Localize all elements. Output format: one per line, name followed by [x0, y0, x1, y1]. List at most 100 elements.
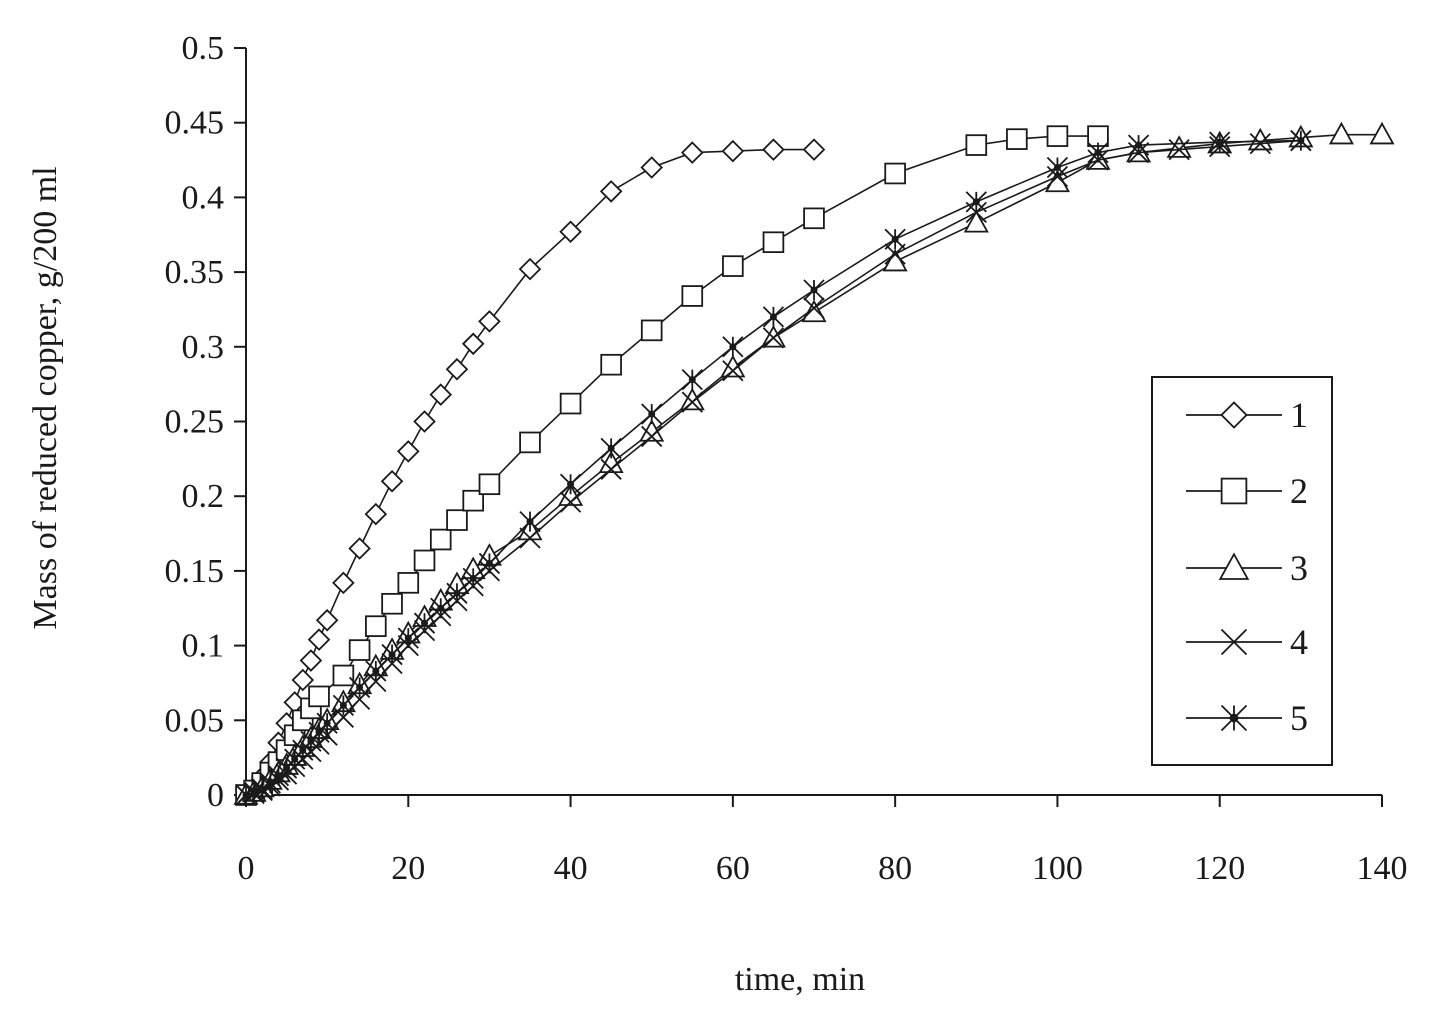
y-axis-title: Mass of reduced copper, g/200 ml [27, 166, 64, 629]
asterisk-marker [1127, 134, 1150, 156]
legend-item: 2 [1186, 471, 1308, 511]
x-marker [884, 243, 906, 265]
x-marker-stroke [332, 706, 355, 728]
x-marker [332, 706, 355, 728]
x-marker [1249, 132, 1271, 155]
x-marker [365, 670, 387, 693]
diamond-marker [1220, 401, 1248, 429]
x-tick-label: 0 [238, 850, 255, 887]
square-marker [640, 319, 663, 342]
asterisk-marker-center [485, 559, 493, 567]
asterisk-marker-center [1053, 164, 1061, 172]
square-marker [1006, 128, 1028, 150]
diamond-marker [299, 649, 323, 672]
diamond-marker [461, 332, 485, 356]
asterisk-marker [235, 784, 257, 806]
y-tick-label: 0.25 [165, 404, 225, 441]
x-marker-stroke [365, 670, 387, 693]
diamond-marker [802, 138, 826, 161]
series-2-line [245, 135, 1098, 796]
square-marker [1046, 125, 1069, 147]
x-tick-label: 20 [391, 850, 425, 887]
asterisk-marker-center [453, 589, 461, 597]
legend-label: 1 [1290, 395, 1308, 435]
square-marker [803, 207, 825, 230]
asterisk-marker [1209, 131, 1231, 153]
square-marker [681, 285, 704, 307]
legend-label: 4 [1290, 622, 1308, 662]
diamond-marker [518, 257, 542, 281]
x-marker [519, 527, 541, 549]
square-marker [478, 473, 501, 496]
asterisk-marker [722, 336, 744, 358]
asterisk-marker-center [729, 343, 737, 351]
asterisk-marker [316, 712, 338, 734]
asterisk-marker-center [810, 286, 818, 294]
asterisk-marker [413, 612, 436, 634]
diamond-marker [445, 357, 469, 381]
triangle-marker [1328, 121, 1354, 145]
x-axis-title: time, min [735, 961, 865, 998]
x-marker-stroke [316, 724, 338, 746]
square-marker [365, 615, 387, 637]
x-axis: 0 20 40 60 80 100 120 140 [238, 794, 1408, 887]
x-marker-stroke [519, 527, 541, 549]
asterisk-marker [332, 694, 355, 716]
x-marker-stroke [1220, 628, 1248, 656]
x-marker [803, 297, 825, 319]
asterisk-marker-center [1229, 713, 1239, 723]
asterisk-marker-center [388, 651, 396, 659]
diamond-marker [315, 608, 339, 632]
diamond-marker [291, 668, 315, 692]
x-marker-stroke [762, 327, 785, 349]
y-tick-label: 0 [207, 777, 224, 814]
asterisk-marker-center [607, 444, 615, 452]
legend-item: 1 [1186, 395, 1308, 435]
square-marker [413, 549, 436, 572]
x-marker-stroke [722, 360, 744, 382]
x-marker [762, 327, 785, 349]
square-marker [600, 353, 622, 376]
diamond-marker [429, 383, 453, 406]
asterisk-marker-center [891, 235, 899, 243]
triangle-marker [679, 387, 705, 411]
x-marker [681, 391, 703, 413]
diamond-marker [599, 180, 623, 203]
x-tick-label: 120 [1194, 850, 1245, 887]
y-tick-label: 0.15 [165, 553, 225, 590]
asterisk-marker-center [567, 480, 575, 488]
asterisk-marker-center [769, 313, 777, 321]
asterisk-marker-center [258, 785, 266, 793]
x-tick-label: 60 [716, 850, 750, 887]
square-marker [1220, 477, 1248, 505]
x-marker-stroke [884, 243, 906, 265]
square-marker [462, 489, 484, 512]
asterisk-marker-center [688, 376, 696, 384]
asterisk-marker [681, 369, 703, 391]
x-tick-label: 40 [554, 850, 588, 887]
asterisk-marker-center [372, 667, 380, 675]
asterisk-marker [462, 567, 484, 590]
asterisk-marker [641, 403, 663, 425]
y-tick-label: 0.45 [165, 105, 225, 142]
asterisk-marker [1087, 141, 1109, 164]
y-tick-label: 0.1 [182, 628, 225, 665]
x-marker-stroke [641, 425, 663, 448]
x-marker-stroke [1249, 132, 1271, 155]
x-marker-stroke [559, 491, 582, 513]
x-marker-stroke [681, 391, 703, 413]
asterisk-marker [478, 552, 501, 575]
plot-series [233, 121, 1395, 807]
asterisk-marker [348, 676, 371, 699]
square-marker [722, 255, 744, 277]
diamond-marker [348, 537, 371, 560]
y-tick-label: 0.35 [165, 254, 225, 291]
x-marker [600, 458, 622, 480]
triangle-marker [1218, 552, 1250, 580]
diamond-marker [413, 410, 436, 433]
diamond-marker [332, 571, 355, 595]
asterisk-marker-center [469, 574, 477, 582]
diamond-marker [721, 139, 745, 163]
legend-item: 5 [1186, 698, 1308, 738]
diamond-marker [478, 310, 501, 333]
